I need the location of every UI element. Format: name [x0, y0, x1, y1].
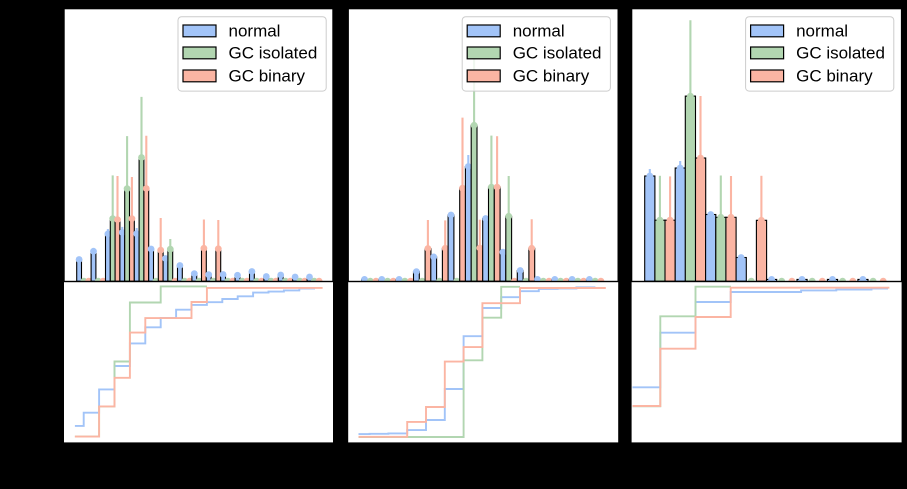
svg-text:GC isolated: GC isolated	[229, 44, 318, 63]
svg-text:GC isolated: GC isolated	[796, 44, 885, 63]
svg-text:normal: normal	[513, 22, 565, 41]
svg-text:GC isolated: GC isolated	[513, 44, 602, 63]
svg-text:GC binary: GC binary	[513, 67, 590, 86]
svg-text:GC binary: GC binary	[796, 67, 873, 86]
svg-text:normal: normal	[796, 22, 848, 41]
svg-text:GC binary: GC binary	[229, 67, 306, 86]
svg-text:normal: normal	[229, 22, 281, 41]
